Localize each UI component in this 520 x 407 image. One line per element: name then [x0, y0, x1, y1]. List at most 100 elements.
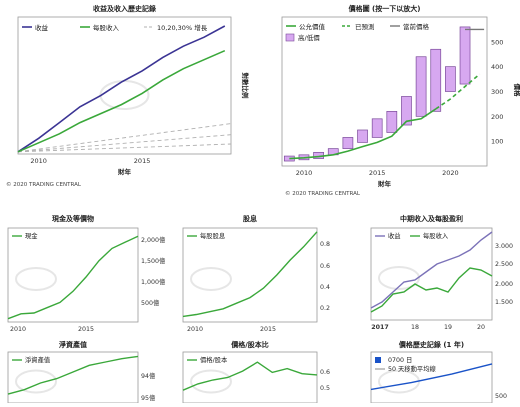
price-range-bar-7 — [371, 118, 383, 138]
legend-label-1: 每股股息 — [200, 231, 225, 240]
plot-frame — [182, 351, 318, 404]
chart-title: 淨資產值 — [58, 340, 87, 349]
price-history-chart: 價格歷史記錄 (1 年) 0700 日50 天移動平均線 500 — [370, 340, 507, 404]
chart-title: 價格歷史記錄 (1 年) — [398, 340, 464, 349]
netassets-panel: 淨資產值 淨資產值 94億 95億 — [0, 338, 175, 404]
legend-label-forecast: 已預測 — [355, 22, 375, 31]
x-tick-4: 20 — [477, 324, 485, 331]
dividend-panel: 股息 每股股息 0.2 0.4 0.6 0.8 2010 2015 — [175, 208, 345, 338]
y-tick-1: 100 — [491, 138, 503, 146]
series-line-1 — [7, 235, 139, 320]
x-tick-1: 2010 — [187, 326, 203, 333]
copyright-footer: © 2020 TRADING CENTRAL — [6, 181, 82, 188]
legend-label-1: 0700 日 — [388, 356, 412, 364]
price-range-bar-10 — [415, 56, 427, 117]
y-tick-1: 1.500 — [495, 299, 513, 306]
legend-label-2: 每股收入 — [423, 231, 449, 240]
y-tick-2: 0.6 — [320, 369, 330, 376]
series-line-1 — [17, 25, 226, 153]
series-line-1 — [182, 231, 318, 318]
price-range-bar-6 — [357, 129, 368, 143]
x-tick-2: 2015 — [369, 169, 386, 177]
y-tick-2: 95億 — [141, 393, 156, 402]
chart-title: 中期收入及每股盈利 — [400, 214, 463, 223]
chart-title: 股息 — [242, 214, 257, 223]
payout-panel: 價格/股本比 價格/股本 0.5 0.6 — [175, 338, 345, 404]
chart-title: 收益及收入歷史記錄 — [93, 4, 157, 13]
plot-frame — [370, 351, 493, 404]
watermark-logo — [190, 369, 232, 394]
x-tick-1: 2010 — [10, 326, 26, 333]
series-line-1 — [370, 363, 493, 391]
y-tick-3: 1,500億 — [141, 256, 166, 265]
fair-value-line — [289, 108, 437, 160]
legend-label-growth: 10,20,30% 增長 — [157, 23, 208, 32]
y-tick-4: 3.000 — [495, 243, 513, 250]
legend-label-fair: 公允價值 — [299, 22, 326, 31]
legend-label-range: 高/低價 — [298, 33, 320, 42]
legend-label-eps: 每股收入 — [93, 23, 120, 32]
series-line-1 — [182, 361, 318, 391]
y-tick-5: 500 — [491, 38, 503, 46]
watermark-logo — [378, 266, 420, 290]
y-tick-3: 300 — [491, 88, 503, 96]
copyright-footer: © 2020 TRADING CENTRAL — [285, 190, 361, 197]
plot-frame — [7, 227, 139, 323]
series-line-1 — [7, 355, 139, 395]
x-tick-1: 2017 — [371, 324, 389, 331]
series-line-2 — [370, 267, 493, 313]
series-line-1 — [370, 231, 493, 309]
y-tick-3: 2.500 — [495, 261, 513, 268]
y-axis-label: 價格 — [513, 83, 520, 98]
x-tick-2: 2015 — [260, 326, 276, 333]
forecast-line — [435, 73, 481, 110]
x-tick-3: 19 — [444, 324, 452, 331]
growth-line-3 — [17, 123, 232, 153]
y-tick-1: 500 — [495, 393, 507, 400]
x-tick-2: 2015 — [78, 326, 94, 333]
chart-title: 價格/股本比 — [230, 340, 269, 349]
legend-label-revenue: 收益 — [35, 23, 49, 32]
x-tick-3: 2020 — [442, 169, 459, 177]
y-axis-label: 對數比例 — [241, 73, 250, 100]
x-axis-label: 財年 — [377, 179, 392, 188]
plot-frame — [370, 227, 493, 321]
price-range-bar-8 — [386, 111, 398, 133]
chart-title: 價格圖 (按一下以放大) — [348, 4, 421, 13]
chart-title: 現金及等價物 — [52, 214, 94, 223]
legend-swatch-1 — [375, 357, 381, 363]
y-tick-2: 1,000億 — [141, 277, 166, 286]
y-tick-1: 94億 — [141, 371, 156, 380]
growth-line-2 — [17, 134, 232, 153]
y-tick-3: 0.6 — [320, 263, 330, 270]
y-tick-4: 400 — [491, 63, 503, 71]
legend-label-2: 50 天移動平均線 — [388, 364, 436, 373]
legend-label-1: 現金 — [25, 231, 38, 240]
x-tick-2: 2015 — [134, 157, 151, 165]
y-tick-1: 500億 — [141, 298, 160, 307]
legend-label-1: 價格/股本 — [200, 355, 228, 364]
x-axis-label: 財年 — [117, 167, 132, 176]
y-tick-2: 2.000 — [495, 281, 513, 288]
x-tick-1: 2010 — [296, 169, 313, 177]
y-tick-2: 200 — [491, 113, 503, 121]
y-tick-1: 0.5 — [320, 385, 330, 392]
quarterly-panel: 中期收入及每股盈利 收益 每股收入 1.500 2.000 2.500 3.000 2017 1… — [345, 208, 520, 338]
y-tick-4: 2,000億 — [141, 235, 166, 244]
y-tick-4: 0.8 — [320, 241, 330, 248]
watermark-logo — [15, 267, 57, 291]
price-range-bar-9 — [401, 96, 412, 126]
plot-frame — [17, 16, 232, 155]
price-panel[interactable]: 價格圖 (按一下以放大) 公允價值 已預測 當前價格高/低價 100 200 300 400 5… — [260, 0, 520, 200]
price-range-bar-12 — [445, 66, 456, 92]
growth-panel: 收益及收入歷史記錄 收益 每股收入 10,20,30% 增長 2010 2015 財年 對數比… — [0, 0, 260, 192]
cash-panel: 現金及等價物現金 500億 1,000億 1,500億 2,000億 2010 2015 — [0, 208, 175, 338]
legend-label-current: 當前價格 — [403, 22, 430, 31]
price-range-bar-11 — [430, 48, 442, 112]
